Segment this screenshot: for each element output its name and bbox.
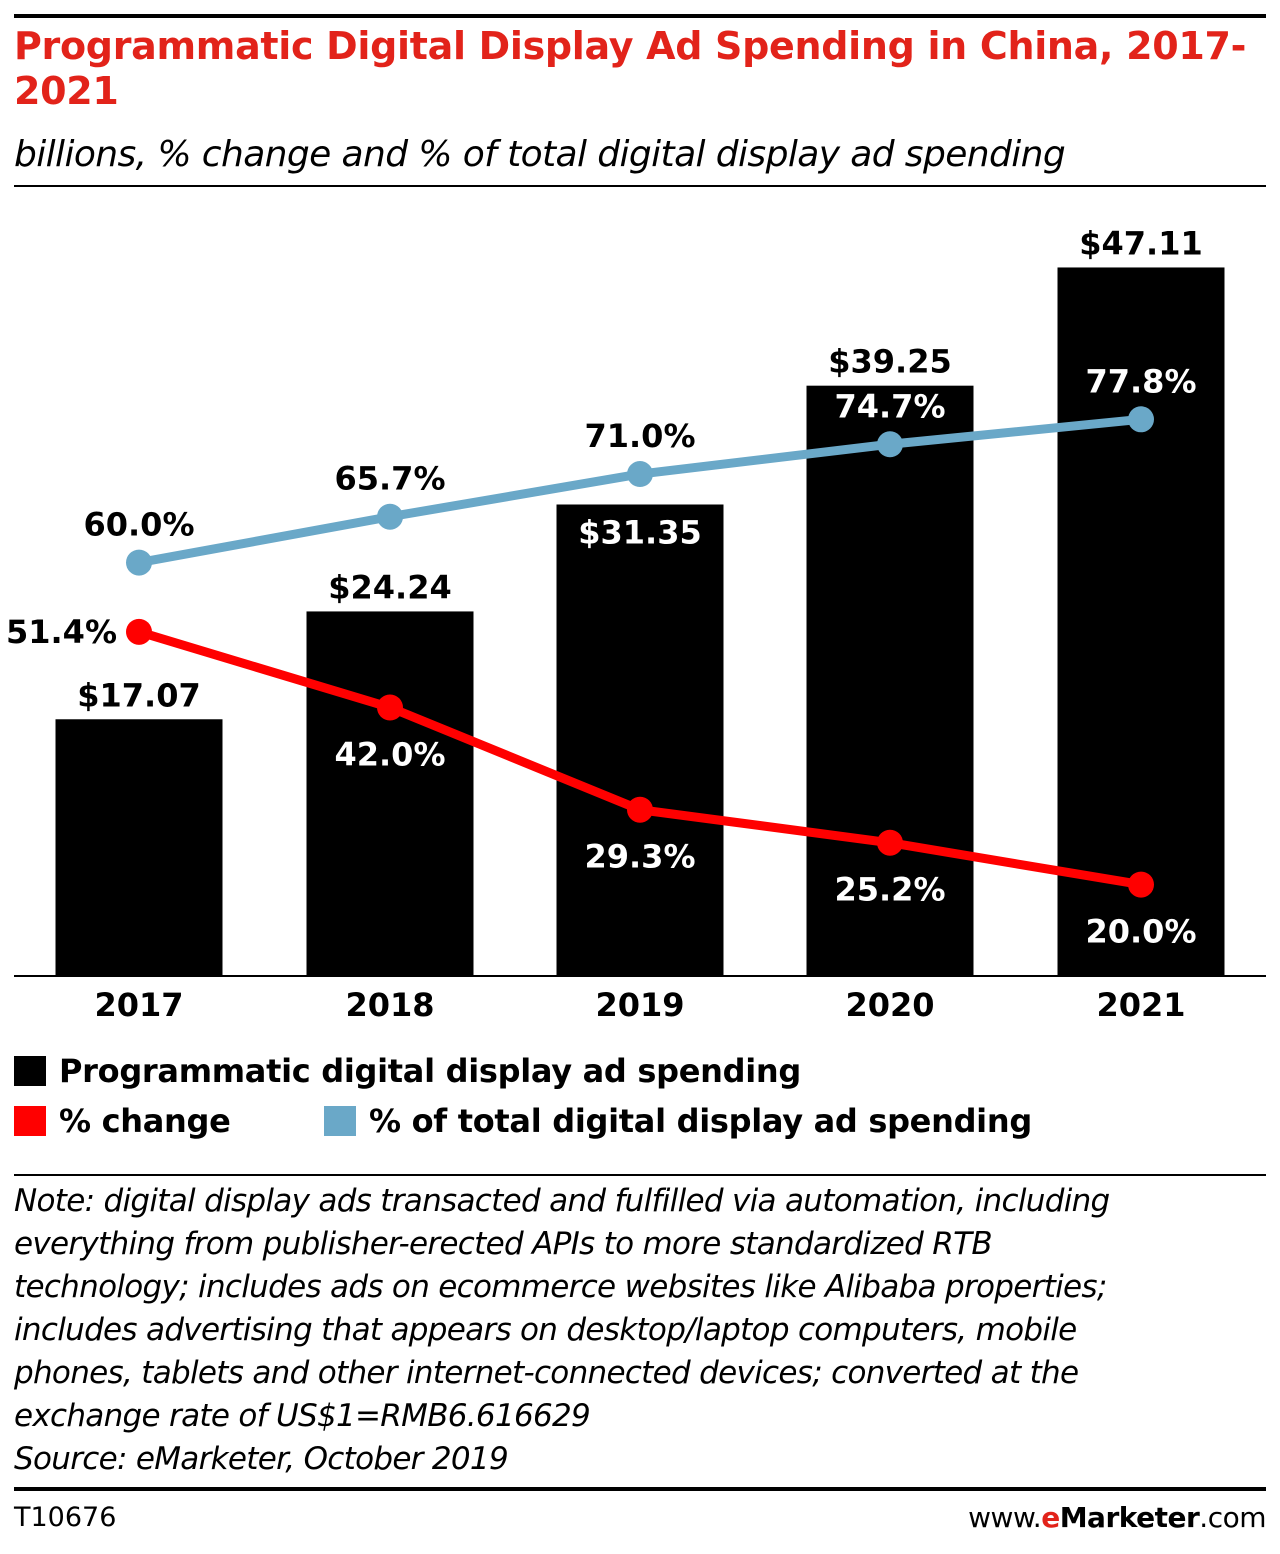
change-label-2019: 29.3% xyxy=(584,838,695,876)
bar-2019 xyxy=(556,504,724,976)
share-label-2017: 60.0% xyxy=(83,506,194,544)
chart-id: T10676 xyxy=(14,1502,117,1533)
x-tick-label-2017: 2017 xyxy=(94,986,183,1024)
chart-subtitle: billions, % change and % of total digita… xyxy=(14,134,1066,175)
change-label-2017: 51.4% xyxy=(6,613,117,651)
change-point-2020 xyxy=(877,829,903,856)
change-point-2021 xyxy=(1128,871,1154,898)
note-line: includes advertising that appears on des… xyxy=(14,1312,1077,1348)
share-label-2020: 74.7% xyxy=(834,387,945,425)
bar-label-2018: $24.24 xyxy=(328,568,451,606)
legend-label-change: % change xyxy=(59,1102,231,1140)
share-point-2018 xyxy=(377,503,403,530)
chart-title: Programmatic Digital Display Ad Spending… xyxy=(14,24,1247,113)
note-line: phones, tablets and other internet-conne… xyxy=(14,1355,1079,1391)
change-point-2018 xyxy=(377,694,403,721)
change-label-2018: 42.0% xyxy=(334,736,445,774)
note-line: exchange rate of US$1=RMB6.616629 xyxy=(14,1398,591,1434)
change-point-2017 xyxy=(126,618,152,645)
lines-layer xyxy=(126,406,1154,898)
share-label-2018: 65.7% xyxy=(334,460,445,498)
legend-swatch-share xyxy=(324,1106,356,1136)
bar-2017 xyxy=(55,719,223,976)
note-line: Note: digital display ads transacted and… xyxy=(14,1183,1110,1219)
brand-e: e xyxy=(1041,1501,1060,1534)
note-line: everything from publisher-erected APIs t… xyxy=(14,1226,993,1262)
labels-layer: $17.07 $24.24 $31.35 $39.25 $47.11 60.0% 65.7%… xyxy=(6,224,1203,1024)
share-point-2017 xyxy=(126,549,152,576)
bar-label-2017: $17.07 xyxy=(77,676,200,714)
brand-url: www.eMarketer.com xyxy=(968,1500,1266,1536)
chart-note: Note: digital display ads transacted and… xyxy=(14,1180,1266,1481)
legend-swatch-change xyxy=(14,1106,46,1136)
share-point-2019 xyxy=(627,461,653,488)
bar-2021 xyxy=(1057,267,1225,977)
x-tick-label-2018: 2018 xyxy=(345,986,434,1024)
x-tick-label-2021: 2021 xyxy=(1096,986,1185,1024)
change-label-2021: 20.0% xyxy=(1085,913,1196,951)
subtitle-rule xyxy=(14,185,1266,187)
legend-label-bars: Programmatic digital display ad spending xyxy=(59,1052,801,1090)
bar-2020 xyxy=(806,385,974,976)
bars-layer xyxy=(55,267,1225,977)
top-rule xyxy=(14,14,1266,18)
share-label-2021: 77.8% xyxy=(1085,362,1196,400)
share-point-2021 xyxy=(1128,406,1154,433)
bar-label-2020: $39.25 xyxy=(828,343,951,381)
share-label-2019: 71.0% xyxy=(584,417,695,455)
x-tick-label-2020: 2020 xyxy=(845,986,934,1024)
bar-label-2019: $31.35 xyxy=(578,513,701,551)
note-rule xyxy=(14,1174,1266,1176)
source-line: Source: eMarketer, October 2019 xyxy=(14,1441,509,1477)
legend-swatch-bars xyxy=(14,1056,46,1086)
share-point-2020 xyxy=(877,431,903,458)
change-point-2019 xyxy=(627,796,653,823)
brand-prefix: www. xyxy=(968,1501,1042,1534)
change-label-2020: 25.2% xyxy=(834,871,945,909)
bar-label-2021: $47.11 xyxy=(1079,224,1202,262)
brand-suffix: .com xyxy=(1199,1501,1266,1534)
x-tick-label-2019: 2019 xyxy=(595,986,684,1024)
bar-2018 xyxy=(306,611,474,976)
note-line: technology; includes ads on ecommerce we… xyxy=(14,1269,1107,1305)
brand-name: Marketer xyxy=(1059,1501,1200,1534)
legend-label-share: % of total digital display ad spending xyxy=(369,1102,1032,1140)
footer-rule xyxy=(14,1487,1266,1491)
